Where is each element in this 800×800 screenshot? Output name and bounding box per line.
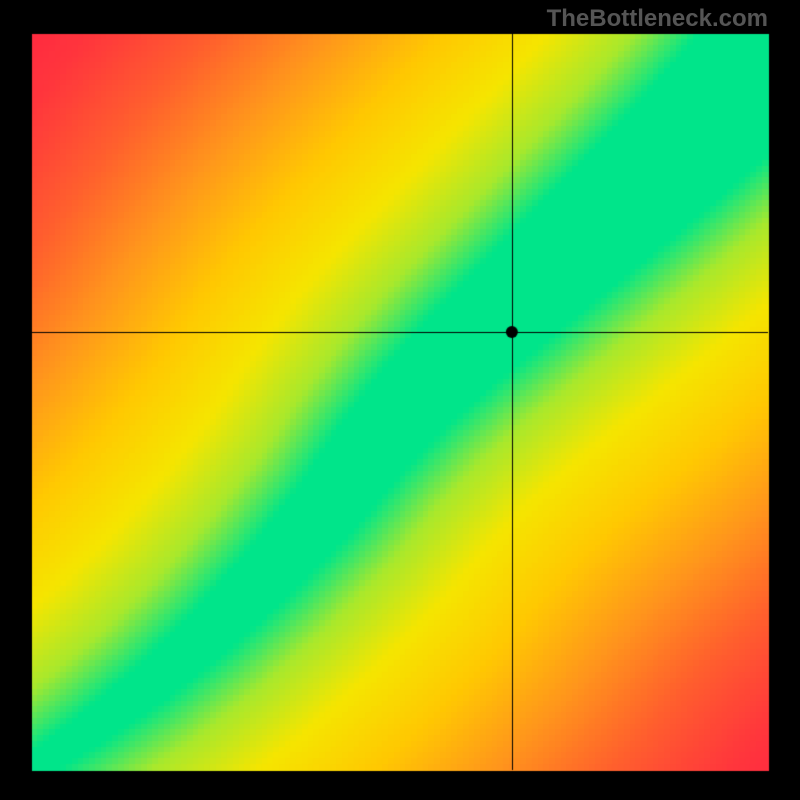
- watermark-text: TheBottleneck.com: [547, 5, 768, 33]
- chart-container: TheBottleneck.com: [0, 0, 800, 800]
- bottleneck-heatmap: [0, 0, 800, 800]
